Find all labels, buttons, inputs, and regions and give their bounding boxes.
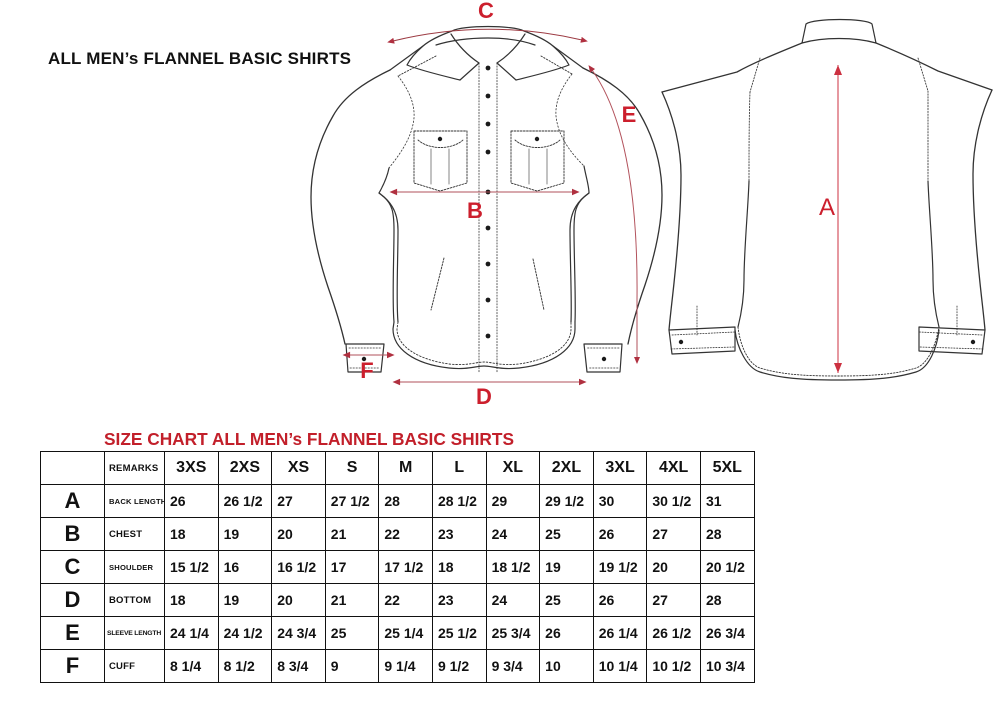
svg-text:E: E <box>622 102 637 127</box>
svg-text:A: A <box>819 194 835 221</box>
svg-text:B: B <box>467 198 483 223</box>
svg-text:C: C <box>478 0 494 23</box>
svg-text:D: D <box>476 384 492 409</box>
svg-text:F: F <box>360 358 373 383</box>
